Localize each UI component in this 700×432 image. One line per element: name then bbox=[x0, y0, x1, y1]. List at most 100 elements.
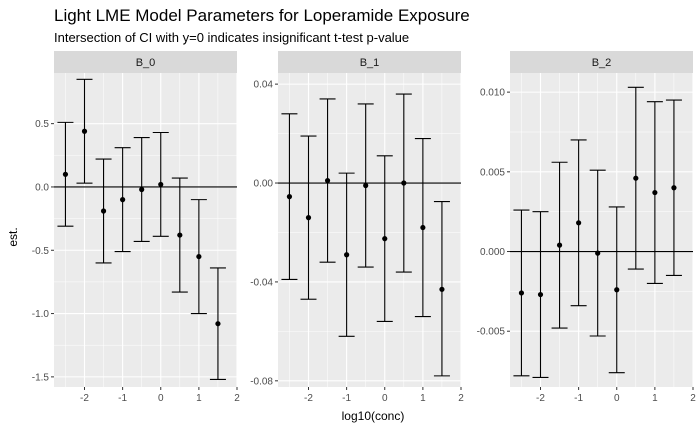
panel-b-1: B_1 0.04 0.00 -0.04 -0.08 -2 -1 0 1 2 bbox=[250, 51, 464, 404]
x-tick-label: -2 bbox=[536, 393, 545, 404]
estimate-point bbox=[177, 232, 183, 238]
estimate-point bbox=[100, 208, 107, 214]
error-bar bbox=[433, 201, 450, 377]
error-bar bbox=[627, 86, 644, 270]
y-tick-label: 0.010 bbox=[480, 88, 505, 99]
error-bar bbox=[551, 161, 568, 329]
error-bar bbox=[665, 99, 682, 276]
estimate-point bbox=[324, 177, 331, 184]
estimate-point bbox=[215, 321, 221, 327]
error-bar bbox=[133, 137, 150, 242]
estimate-point bbox=[62, 171, 69, 177]
estimate-point bbox=[81, 128, 88, 134]
estimate-point bbox=[652, 189, 658, 196]
error-bar bbox=[190, 199, 207, 315]
error-bar bbox=[76, 78, 93, 184]
error-bar bbox=[608, 206, 625, 374]
facet-strip bbox=[54, 51, 237, 73]
panel-b-2: B_2 0.010 0.005 0.000 -0.005 -2 -1 0 1 2 bbox=[477, 51, 696, 404]
estimate-point bbox=[158, 181, 164, 188]
estimate-point bbox=[518, 290, 525, 296]
estimate-point bbox=[139, 186, 145, 193]
facet-strip-label: B_0 bbox=[136, 57, 156, 69]
error-bar bbox=[513, 209, 530, 377]
x-axis-title: log10(conc) bbox=[342, 409, 405, 423]
estimate-point bbox=[576, 220, 582, 226]
error-bar bbox=[589, 169, 606, 337]
y-tick-label: -0.005 bbox=[477, 327, 506, 338]
estimate-point bbox=[344, 252, 350, 258]
error-bar bbox=[300, 135, 317, 300]
estimate-point bbox=[614, 287, 620, 293]
estimate-point bbox=[633, 175, 639, 181]
estimate-point bbox=[556, 242, 563, 248]
estimate-point bbox=[382, 236, 388, 242]
error-bar bbox=[95, 158, 112, 264]
x-tick-label: 0 bbox=[158, 393, 164, 404]
chart-title: Light LME Model Parameters for Loperamid… bbox=[54, 6, 470, 25]
error-bar bbox=[281, 113, 298, 280]
estimate-point bbox=[671, 185, 677, 191]
y-tick-label: -1.0 bbox=[32, 309, 50, 320]
panel-background bbox=[510, 73, 693, 387]
error-bar bbox=[319, 98, 336, 263]
estimate-point bbox=[196, 253, 202, 260]
error-bar bbox=[570, 139, 587, 307]
estimate-point bbox=[120, 197, 126, 203]
error-bar bbox=[395, 93, 412, 273]
facet-strip-label: B_2 bbox=[592, 57, 612, 69]
x-tick-label: -2 bbox=[304, 393, 313, 404]
y-tick-label: -0.5 bbox=[32, 246, 50, 257]
panel-background bbox=[54, 73, 237, 387]
x-tick-label: -2 bbox=[80, 393, 89, 404]
estimate-point bbox=[537, 291, 544, 298]
x-tick-label: -1 bbox=[342, 393, 351, 404]
x-tick-label: 2 bbox=[690, 393, 696, 404]
x-tick-label: 0 bbox=[382, 393, 388, 404]
facet-strip-label: B_1 bbox=[360, 57, 380, 69]
y-tick-label: -0.04 bbox=[250, 277, 273, 288]
y-axis-title: est. bbox=[6, 227, 20, 246]
error-bar bbox=[532, 211, 549, 378]
error-bar bbox=[414, 137, 431, 318]
y-tick-label: -0.08 bbox=[250, 376, 273, 387]
error-bar bbox=[114, 147, 131, 253]
estimate-point bbox=[420, 224, 426, 231]
facet-strip bbox=[510, 51, 693, 73]
y-tick-label: 0.04 bbox=[254, 80, 274, 91]
estimate-point bbox=[401, 180, 407, 186]
estimate-point bbox=[305, 215, 312, 221]
estimate-point bbox=[439, 286, 445, 292]
error-bar bbox=[57, 121, 74, 227]
x-tick-label: 1 bbox=[196, 393, 202, 404]
x-tick-label: 1 bbox=[652, 393, 658, 404]
facet-panels: B_0 0.5 0.0 -0.5 -1.0 -1.5 -2 -1 0 1 2 B_1 0.04 0.00 -… bbox=[32, 51, 696, 404]
y-tick-label: -1.5 bbox=[32, 372, 50, 383]
y-tick-label: 0.5 bbox=[35, 119, 49, 130]
panel-background bbox=[278, 73, 461, 387]
error-bar bbox=[209, 267, 226, 380]
error-bar bbox=[338, 172, 355, 337]
estimate-point bbox=[286, 194, 293, 200]
panel-b-0: B_0 0.5 0.0 -0.5 -1.0 -1.5 -2 -1 0 1 2 bbox=[32, 51, 240, 404]
y-tick-label: 0.005 bbox=[480, 167, 505, 178]
x-tick-label: 2 bbox=[234, 393, 240, 404]
y-tick-label: 0.0 bbox=[35, 182, 49, 193]
error-bar bbox=[376, 155, 393, 323]
estimate-point bbox=[595, 250, 601, 256]
error-bar bbox=[357, 103, 374, 268]
error-bar bbox=[152, 131, 169, 237]
error-bar bbox=[646, 101, 663, 284]
x-tick-label: 2 bbox=[458, 393, 464, 404]
x-tick-label: -1 bbox=[118, 393, 127, 404]
x-tick-label: -1 bbox=[574, 393, 583, 404]
y-tick-label: 0.000 bbox=[480, 247, 505, 258]
estimate-point bbox=[363, 182, 369, 189]
x-tick-label: 1 bbox=[420, 393, 426, 404]
chart-subtitle: Intersection of CI with y=0 indicates in… bbox=[54, 30, 409, 45]
error-bar bbox=[171, 177, 188, 293]
facet-strip bbox=[278, 51, 461, 73]
x-tick-label: 0 bbox=[614, 393, 620, 404]
y-tick-label: 0.00 bbox=[254, 179, 274, 190]
